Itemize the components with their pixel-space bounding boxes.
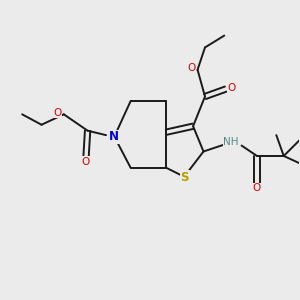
Text: N: N bbox=[109, 130, 119, 143]
Text: S: S bbox=[181, 171, 189, 184]
Text: O: O bbox=[81, 157, 90, 167]
Text: O: O bbox=[252, 183, 260, 193]
Text: O: O bbox=[187, 63, 195, 73]
Text: O: O bbox=[53, 108, 61, 118]
Text: O: O bbox=[228, 82, 236, 93]
Text: NH: NH bbox=[224, 137, 239, 147]
